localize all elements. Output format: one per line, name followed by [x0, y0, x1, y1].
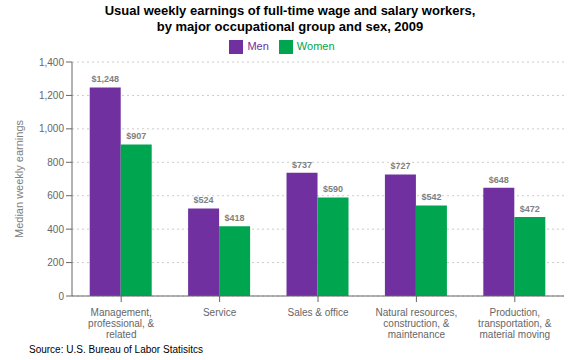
svg-text:Service: Service	[203, 307, 237, 318]
svg-text:$727: $727	[390, 161, 410, 171]
svg-text:$1,248: $1,248	[91, 74, 119, 84]
html-text:Usual weekly earnings of full-: Usual weekly earnings of full-time wage …	[104, 3, 476, 34]
svg-text:$737: $737	[292, 160, 312, 170]
svg-text:Production,transportation, &ma: Production,transportation, &material mov…	[478, 307, 552, 340]
svg-text:Sales & office: Sales & office	[288, 307, 349, 318]
svg-text:400: 400	[47, 224, 64, 235]
html-text:Source: U.S. Bureau of Labor S: Source: U.S. Bureau of Labor Statisitcs	[29, 344, 203, 355]
svg-text:$648: $648	[489, 175, 509, 185]
svg-text:$590: $590	[323, 184, 343, 194]
svg-text:800: 800	[47, 157, 64, 168]
svg-text:0: 0	[58, 291, 64, 302]
svg-text:Management,professional, &rela: Management,professional, &related	[88, 307, 154, 340]
svg-text:$524: $524	[194, 195, 214, 205]
svg-text:1,400: 1,400	[39, 57, 64, 68]
svg-text:Median weekly earnings: Median weekly earnings	[13, 119, 25, 238]
svg-text:200: 200	[47, 257, 64, 268]
svg-text:Natural resources,construction: Natural resources,construction, &mainten…	[376, 307, 458, 340]
svg-text:$907: $907	[126, 131, 146, 141]
svg-text:600: 600	[47, 190, 64, 201]
html-text:Women: Women	[296, 40, 335, 52]
svg-text:$418: $418	[225, 213, 245, 223]
svg-text:$542: $542	[421, 192, 441, 202]
svg-text:1,000: 1,000	[39, 123, 64, 134]
svg-text:1,200: 1,200	[39, 90, 64, 101]
svg-text:$472: $472	[520, 204, 540, 214]
html-text:Men: Men	[247, 40, 269, 52]
